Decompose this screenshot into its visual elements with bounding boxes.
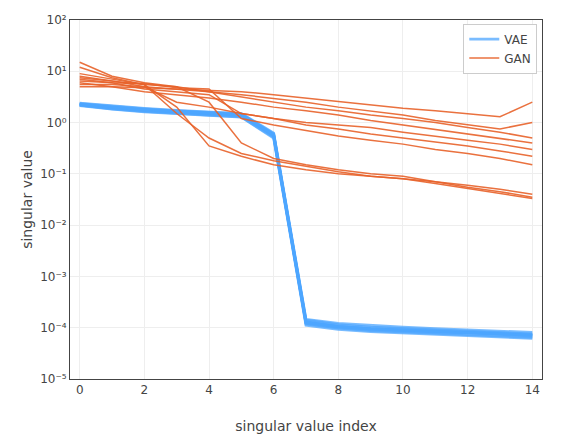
svg-text:10⁻¹: 10⁻¹: [40, 167, 67, 181]
svg-text:10⁻⁴: 10⁻⁴: [40, 321, 67, 335]
svg-text:10⁻²: 10⁻²: [40, 218, 67, 232]
svg-text:14: 14: [525, 383, 540, 397]
svg-text:10⁻³: 10⁻³: [40, 270, 67, 284]
svg-text:10⁻⁵: 10⁻⁵: [40, 372, 67, 386]
svg-text:8: 8: [335, 383, 343, 397]
svg-text:2: 2: [141, 383, 149, 397]
svg-text:singular value index: singular value index: [235, 418, 376, 434]
svg-text:10²: 10²: [47, 13, 67, 27]
svg-text:GAN: GAN: [504, 52, 530, 66]
svg-text:4: 4: [205, 383, 213, 397]
svg-text:10¹: 10¹: [47, 64, 67, 78]
svg-text:10⁰: 10⁰: [47, 116, 67, 130]
svg-text:singular value: singular value: [19, 150, 35, 249]
svg-text:VAE: VAE: [504, 33, 527, 47]
svg-text:0: 0: [76, 383, 84, 397]
svg-text:12: 12: [460, 383, 475, 397]
svg-text:10: 10: [395, 383, 410, 397]
svg-text:6: 6: [270, 383, 278, 397]
